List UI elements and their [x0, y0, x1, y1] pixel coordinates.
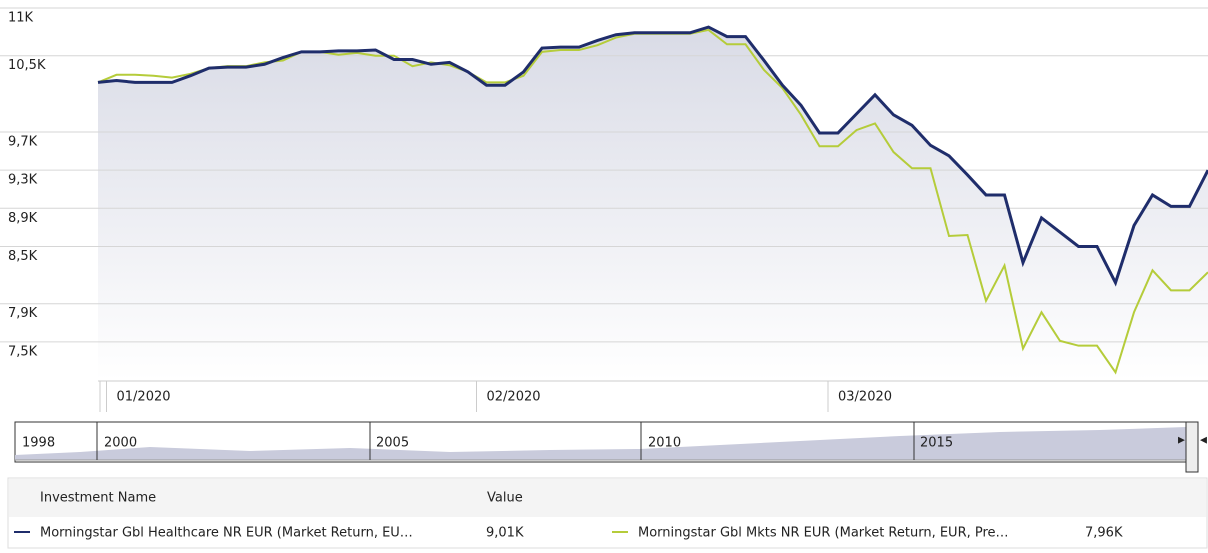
- table-header-cell: Investment Name: [40, 491, 156, 506]
- y-tick-label: 8,9K: [8, 211, 38, 226]
- y-tick-label: 7,5K: [8, 344, 38, 359]
- table-value: 9,01K: [486, 526, 524, 541]
- table-value: 7,96K: [1085, 526, 1123, 541]
- nav-label: 2015: [920, 436, 953, 451]
- y-tick-label: 10,5K: [8, 58, 46, 73]
- nav-arrow: ◀: [1200, 436, 1207, 446]
- legend-label: Morningstar Gbl Healthcare NR EUR (Marke…: [40, 526, 413, 541]
- y-tick-label: 9,7K: [8, 135, 38, 150]
- legend-label: Morningstar Gbl Mkts NR EUR (Market Retu…: [638, 526, 1009, 541]
- y-tick-label: 8,5K: [8, 249, 38, 264]
- table-header: [9, 479, 1206, 517]
- nav-label: 2010: [648, 436, 681, 451]
- y-tick-label: 9,3K: [8, 173, 38, 188]
- y-tick-label: 7,9K: [8, 306, 38, 321]
- table-header-cell: Value: [487, 491, 523, 506]
- nav-handle[interactable]: [1185, 421, 1199, 473]
- series-line: [97, 25, 1208, 287]
- navigator-silhouette: [15, 427, 1186, 460]
- nav-label: 2005: [376, 436, 409, 451]
- x-tick-label: 03/2020: [838, 390, 892, 405]
- x-tick-label: 02/2020: [487, 390, 541, 405]
- y-tick-label: 11K: [8, 11, 34, 26]
- nav-label: 2000: [104, 436, 137, 451]
- plot: 7,5K 7,9K 8,5K 8,9K 9,3K 9,7K 10,5K 11K 01/2020 0…: [0, 7, 1208, 412]
- nav-label: 1998: [22, 436, 55, 451]
- area: [98, 27, 1208, 380]
- x-tick-label: 01/2020: [117, 390, 171, 405]
- nav-arrow: ▶: [1178, 436, 1185, 446]
